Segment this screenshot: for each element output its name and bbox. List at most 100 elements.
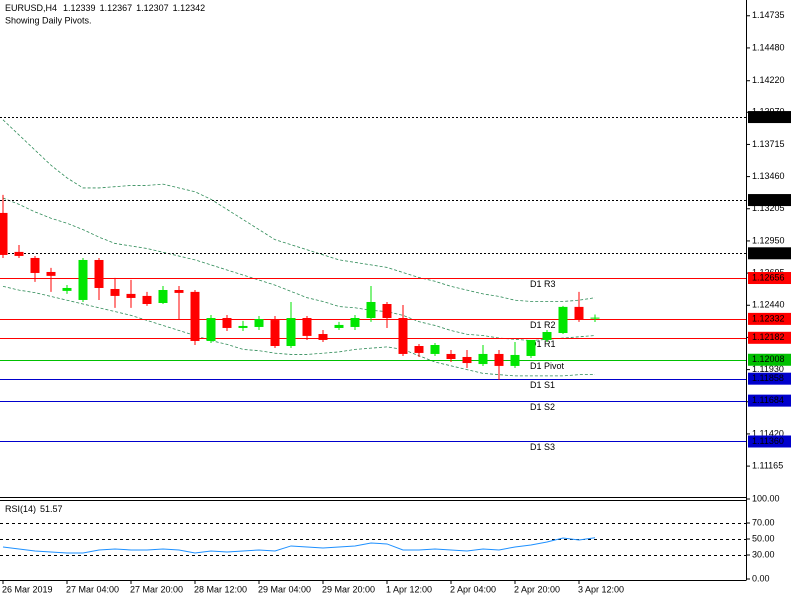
x-tick-label: 28 Mar 12:00 (194, 584, 247, 594)
candle-body (174, 290, 184, 293)
y-tick-label: 1.14220 (752, 75, 785, 85)
x-tick-label: 27 Mar 04:00 (66, 584, 119, 594)
level-name: D1 S2 (530, 402, 555, 412)
level-box-label: 1.11360 (752, 436, 784, 446)
y-tick-label: 1.12440 (752, 300, 785, 310)
candle-body (558, 306, 568, 334)
y-tick-label: 1.11930 (752, 364, 784, 374)
symbol: EURUSD,H4 (5, 3, 57, 13)
candle-body (0, 212, 8, 255)
rsi-title: RSI(14) (5, 504, 36, 514)
ohlc-open: 1.12339 (63, 3, 96, 13)
candle-body (398, 318, 408, 354)
x-tick-label: 29 Mar 04:00 (258, 584, 311, 594)
candle-body (382, 304, 392, 319)
y-tick-label: 1.14480 (752, 42, 785, 52)
level-box-label: 1.13932 (752, 111, 785, 121)
y-tick-label: 1.13205 (752, 203, 785, 213)
rsi-tick-label: 50.00 (752, 533, 775, 543)
candle-body (158, 290, 168, 303)
level-name: D1 Pivot (530, 361, 565, 371)
level-box (748, 194, 791, 207)
candle-body (142, 295, 152, 305)
level-box (748, 435, 791, 448)
y-tick-label: 1.13715 (752, 139, 785, 149)
rsi-panel (0, 523, 746, 556)
candle-body (46, 271, 56, 276)
rsi-header: RSI(14) 51.57 (5, 504, 63, 514)
level-box (748, 331, 791, 344)
candle-body (78, 259, 88, 300)
level-box-label: 1.11684 (752, 395, 784, 405)
level-name: D1 R2 (530, 320, 556, 330)
envelope-line (2, 197, 596, 341)
x-tick-label: 1 Apr 12:00 (386, 584, 432, 594)
candle-body (302, 318, 312, 336)
candle-body (238, 325, 248, 328)
chart-subtitle: Showing Daily Pivots. (5, 15, 92, 25)
candle-body (510, 354, 520, 366)
ohlc-high: 1.12367 (100, 3, 133, 13)
candle-body (318, 334, 328, 340)
rsi-tick-label: 70.00 (752, 517, 775, 527)
candle-body (542, 332, 552, 340)
candle-body (334, 324, 344, 328)
y-tick-label: 1.13460 (752, 171, 785, 181)
candle-body (190, 291, 200, 341)
candle-body (494, 353, 504, 366)
candle-body (110, 288, 120, 296)
ohlc-close: 1.12342 (173, 3, 206, 13)
y-tick-label: 1.11420 (752, 428, 784, 438)
candle-body (126, 293, 136, 298)
level-box (748, 353, 791, 366)
level-name: D1 S3 (530, 442, 555, 452)
x-tick-label: 2 Apr 04:00 (450, 584, 496, 594)
level-box (748, 372, 791, 385)
level-box-label: 1.11858 (752, 373, 784, 383)
candle-body (62, 287, 72, 291)
price-panel: D1 R3 D1 R2 D1 R1 D1 Pivot D1 S1 D1 S2 D1 S3 (0, 117, 746, 452)
rsi-tick-label: 30.00 (752, 549, 775, 559)
rsi-line (2, 537, 596, 554)
candle-body (286, 318, 296, 347)
y-tick-label: 1.14735 (752, 10, 785, 20)
level-box (748, 247, 791, 260)
level-box (748, 312, 791, 325)
candle-body (462, 356, 472, 364)
rsi-tick-label: 0.00 (752, 573, 770, 583)
rsi-current: 51.57 (40, 504, 63, 514)
candle-body (206, 318, 216, 341)
x-tick-label: 2 Apr 20:00 (514, 584, 560, 594)
candle-body (222, 318, 232, 328)
level-box-label: 1.12182 (752, 332, 785, 342)
level-box-label: 1.12656 (752, 272, 785, 282)
candle-body (350, 318, 360, 327)
candle-body (526, 339, 536, 356)
level-box-label: 1.12008 (752, 354, 785, 364)
y-tick-label: 1.11165 (752, 460, 783, 470)
level-name: D1 R1 (530, 339, 556, 349)
level-box-label: 1.13274 (752, 194, 785, 204)
envelope-line (2, 119, 596, 302)
x-tick-label: 3 Apr 12:00 (578, 584, 624, 594)
candle-body (14, 251, 24, 256)
x-tick-label: 27 Mar 20:00 (130, 584, 183, 594)
level-box-label: 1.12332 (752, 313, 785, 323)
level-box-label: 1.12852 (752, 248, 785, 258)
x-tick-label: 29 Mar 20:00 (322, 584, 375, 594)
y-tick-label: 1.12950 (752, 235, 785, 245)
level-name: D1 R3 (530, 279, 556, 289)
candle-body (446, 353, 456, 360)
chart-header: EURUSD,H4 1.12339 1.12367 1.12307 1.12342 (5, 3, 205, 13)
candle-body (478, 353, 488, 365)
candle-body (430, 344, 440, 354)
candle-body (414, 346, 424, 353)
level-box (748, 111, 791, 124)
candle-body (30, 257, 40, 273)
x-tick-label: 26 Mar 2019 (2, 584, 53, 594)
candle-body (574, 306, 584, 320)
level-box (748, 394, 791, 407)
candle-body (94, 259, 104, 288)
